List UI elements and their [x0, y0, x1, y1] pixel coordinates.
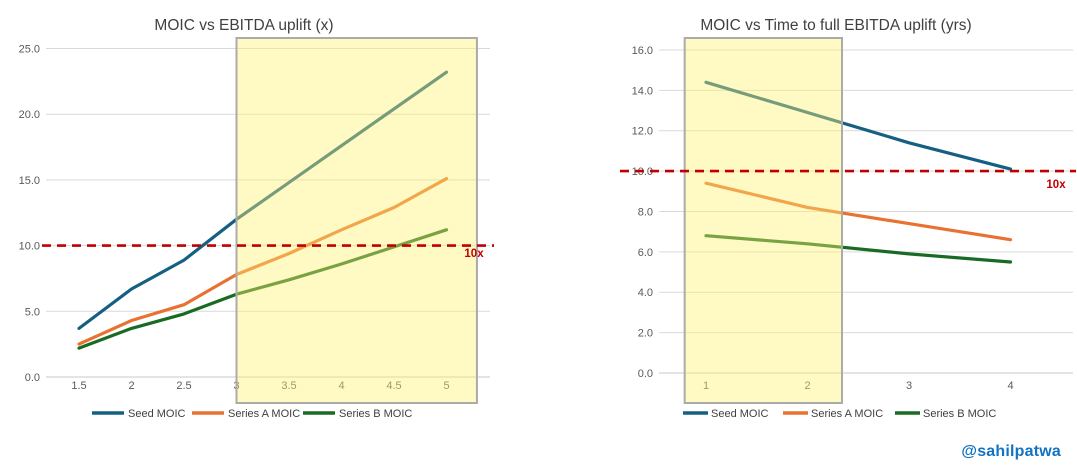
y-tick-label: 10.0 — [19, 241, 40, 253]
y-tick-label: 25.0 — [19, 44, 40, 56]
y-tick-label: 20.0 — [19, 109, 40, 121]
x-tick-label: 4 — [338, 380, 344, 392]
legend-label: Series A MOIC — [811, 408, 883, 420]
series-line-series-b-moic[interactable] — [77, 228, 449, 350]
y-tick-label: 0.0 — [25, 372, 40, 384]
threshold-10x-label: 10x — [1046, 179, 1066, 191]
y-tick-label: 0.0 — [638, 368, 653, 380]
legend-item-series-b-moic[interactable]: Series B MOIC — [895, 408, 996, 420]
legend-item-series-b-moic[interactable]: Series B MOIC — [303, 408, 412, 420]
chart-moic-vs-time-to-uplift: MOIC vs Time to full EBITDA uplift (yrs)… — [620, 17, 1076, 420]
chart-moic-vs-ebitda-uplift: MOIC vs EBITDA uplift (x) 0.0 5.0 10.0 15.0 2… — [19, 17, 494, 420]
x-tick-label: 1.5 — [71, 380, 86, 392]
series-line-series-a-moic[interactable] — [704, 181, 1013, 242]
legend-item-seed-moic[interactable]: Seed MOIC — [92, 408, 186, 420]
series-line-seed-moic[interactable] — [704, 80, 1013, 171]
chart-title: MOIC vs EBITDA uplift (x) — [154, 17, 333, 34]
y-tick-label: 8.0 — [638, 206, 653, 218]
legend-label: Seed MOIC — [128, 408, 186, 420]
y-tick-label: 4.0 — [638, 287, 653, 299]
x-tick-label: 3 — [906, 380, 912, 392]
x-tick-label: 2.5 — [176, 380, 191, 392]
legend-label: Series B MOIC — [923, 408, 996, 420]
highlight-region-box[interactable] — [235, 37, 478, 404]
y-tick-label: 15.0 — [19, 175, 40, 187]
watermark-handle: @sahilpatwa — [961, 443, 1061, 460]
y-tick-label: 2.0 — [638, 328, 653, 340]
legend-item-seed-moic[interactable]: Seed MOIC — [683, 408, 769, 420]
x-tick-label: 4.5 — [386, 380, 401, 392]
legend-item-series-a-moic[interactable]: Series A MOIC — [192, 408, 300, 420]
y-tick-label: 12.0 — [632, 126, 653, 138]
series-line-series-a-moic[interactable] — [77, 177, 449, 346]
legend-label: Series B MOIC — [339, 408, 412, 420]
series-line-seed-moic[interactable] — [77, 70, 449, 330]
x-tick-label: 5 — [443, 380, 449, 392]
x-tick-label: 2 — [128, 380, 134, 392]
y-tick-label: 14.0 — [632, 85, 653, 97]
y-tick-label: 16.0 — [632, 45, 653, 57]
legend-item-series-a-moic[interactable]: Series A MOIC — [783, 408, 883, 420]
x-tick-label: 2 — [804, 380, 810, 392]
y-tick-label: 5.0 — [25, 306, 40, 318]
highlight-region-box[interactable] — [683, 37, 844, 404]
x-tick-label: 3.5 — [281, 380, 296, 392]
threshold-10x-label: 10x — [464, 248, 484, 260]
x-tick-label: 4 — [1007, 380, 1013, 392]
chart-title: MOIC vs Time to full EBITDA uplift (yrs) — [700, 17, 971, 34]
series-line-series-b-moic[interactable] — [704, 234, 1013, 264]
x-tick-label: 1 — [703, 380, 709, 392]
y-tick-label: 6.0 — [638, 247, 653, 259]
legend-label: Series A MOIC — [228, 408, 300, 420]
legend-label: Seed MOIC — [711, 408, 769, 420]
